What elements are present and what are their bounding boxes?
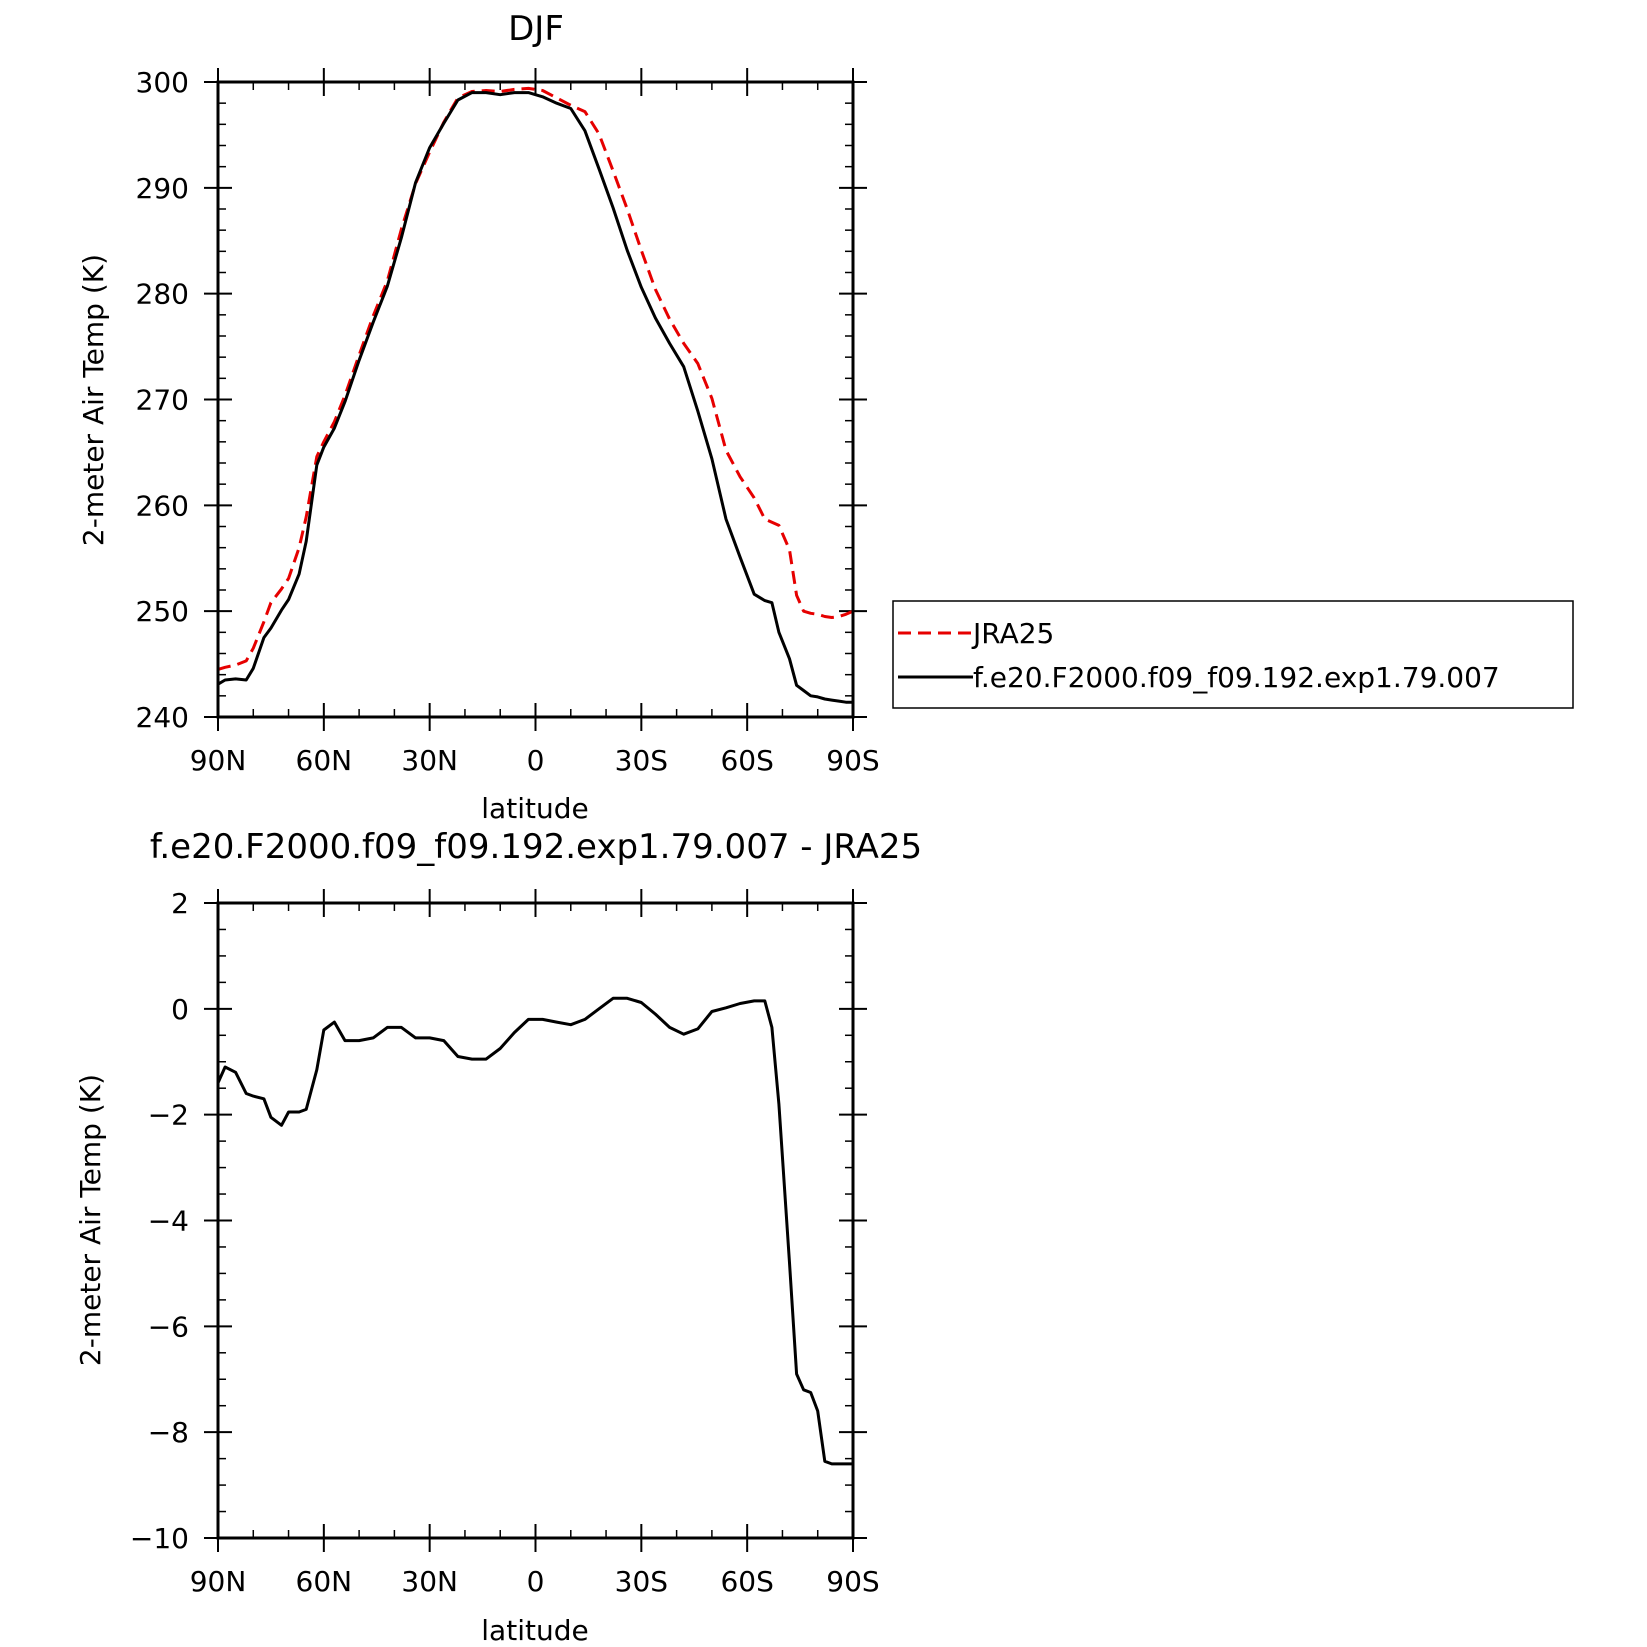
x-tick-label: 60N [296,1565,353,1598]
legend-box [892,600,1574,709]
x-tick-label: 30S [615,1565,668,1598]
top-panel-djf: DJF 90N 60N 30N 0 30S 60S 90S 2402502602702802… [77,9,1574,825]
x-tick-label: 60S [720,1565,773,1598]
x-tick-label: 90S [826,1565,879,1598]
y-tick-label: 250 [136,595,189,628]
x-tick-label: 90S [826,744,879,777]
bottom-panel-difference: f.e20.F2000.f09_f09.192.exp1.79.007 - JR… [74,827,922,1647]
plot-frame [216,80,855,719]
y-tick-label: 260 [136,489,189,522]
y-tick-label: −6 [148,1310,189,1343]
y-tick-label: 0 [171,993,189,1026]
x-tick-label: 0 [527,1565,545,1598]
axis-ticks [204,68,867,731]
y-tick-labels: −10 −8 −6 −4 −2 0 2 [130,887,189,1555]
series-lines [217,86,854,704]
chart-title: DJF [508,9,564,49]
y-tick-label: 2 [171,887,189,920]
legend-label-jra25: JRA25 [971,617,1054,650]
x-tick-label: 30N [401,744,458,777]
x-tick-label: 90N [190,1565,247,1598]
legend: JRA25 f.e20.F2000.f09_f09.192.exp1.79.00… [892,600,1574,709]
plot-frame [216,901,855,1540]
x-tick-label: 60S [720,744,773,777]
x-tick-label: 0 [527,744,545,777]
y-tick-labels: 240 250 260 270 280 290 300 [136,66,189,734]
series-line-difference [216,996,853,1466]
x-tick-label: 90N [190,744,247,777]
x-tick-label: 30S [615,744,668,777]
legend-label-model: f.e20.F2000.f09_f09.192.exp1.79.007 [973,661,1500,694]
x-tick-label: 60N [296,744,353,777]
y-tick-label: 270 [136,384,189,417]
y-tick-label: −10 [130,1522,189,1555]
y-tick-label: −2 [148,1099,189,1132]
y-tick-label: −8 [148,1416,189,1449]
x-tick-labels: 90N 60N 30N 0 30S 60S 90S [190,1565,880,1598]
chart-title: f.e20.F2000.f09_f09.192.exp1.79.007 - JR… [150,827,922,867]
y-axis-label: 2-meter Air Temp (K) [74,1074,107,1366]
y-tick-label: 280 [136,278,189,311]
x-tick-labels: 90N 60N 30N 0 30S 60S 90S [190,744,880,777]
y-tick-label: 300 [136,66,189,99]
x-axis-label: latitude [481,1614,588,1647]
series-line-jra25 [217,86,854,671]
y-tick-label: −4 [148,1205,189,1238]
y-tick-label: 240 [136,701,189,734]
x-tick-label: 30N [401,1565,458,1598]
series-line-f-e20-f2000-f09-f09-192-exp1-79-007 [217,91,853,704]
series-lines [216,996,853,1466]
axis-ticks [204,889,867,1552]
x-axis-label: latitude [481,792,588,825]
y-axis-label: 2-meter Air Temp (K) [77,254,110,546]
y-tick-label: 290 [136,172,189,205]
